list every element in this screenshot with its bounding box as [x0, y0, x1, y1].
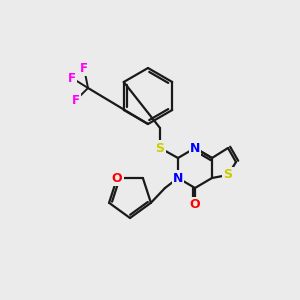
Text: O: O [190, 199, 200, 212]
Text: N: N [190, 142, 200, 154]
Text: F: F [80, 61, 88, 74]
Text: O: O [112, 172, 122, 185]
Text: S: S [224, 169, 232, 182]
Text: S: S [155, 142, 164, 154]
Text: F: F [72, 94, 80, 106]
Text: F: F [68, 71, 76, 85]
Text: N: N [173, 172, 183, 184]
